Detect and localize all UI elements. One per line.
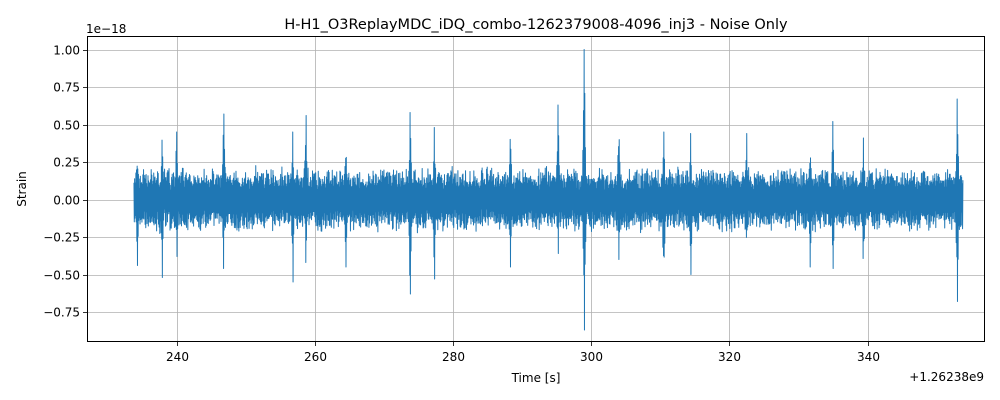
- y-tick-label: −0.25: [43, 231, 80, 245]
- x-tick-label: 260: [304, 350, 327, 364]
- y-tick-label: 0.00: [53, 194, 80, 208]
- x-tick-label: 240: [166, 350, 189, 364]
- x-tick-label: 300: [580, 350, 603, 364]
- y-tick-label: −0.75: [43, 306, 80, 320]
- x-axis: 240 260 280 300 320 340: [166, 342, 880, 364]
- x-tick-label: 280: [442, 350, 465, 364]
- plot-frame: [87, 36, 985, 342]
- y-tick-label: 0.50: [53, 119, 80, 133]
- y-tick-label: 1.00: [53, 44, 80, 58]
- x-offset-label: +1.26238e9: [909, 370, 984, 384]
- x-tick-label: 320: [718, 350, 741, 364]
- y-tick-label: 0.25: [53, 156, 80, 170]
- strain-series-line: [133, 49, 964, 331]
- chart-title: H-H1_O3ReplayMDC_iDQ_combo-1262379008-40…: [284, 17, 788, 33]
- y-tick-label: 0.75: [53, 81, 80, 95]
- x-tick-label: 340: [857, 350, 880, 364]
- y-tick-label: −0.50: [43, 269, 80, 283]
- x-axis-label: Time [s]: [511, 371, 561, 385]
- y-scale-label: 1e−18: [86, 22, 126, 36]
- y-axis-label: Strain: [15, 171, 29, 207]
- y-axis: −0.75 −0.50 −0.25 0.00 0.25 0.50 0.75 1.00: [43, 44, 87, 320]
